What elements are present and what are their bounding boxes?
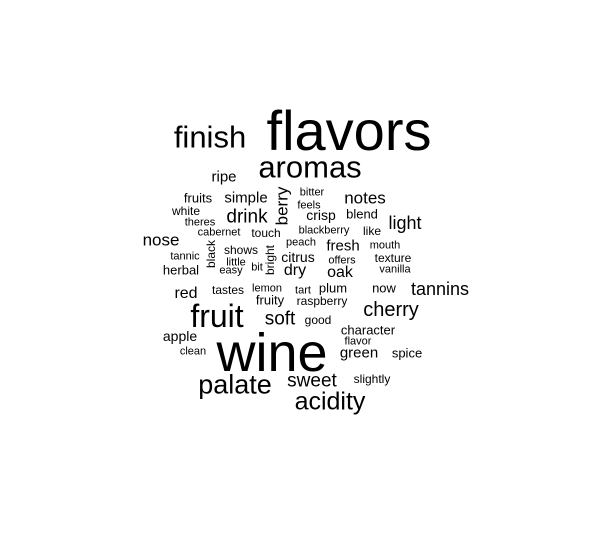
word-blend: blend — [346, 206, 378, 222]
word-tannins: tannins — [410, 279, 470, 299]
word-offers: offers — [328, 254, 356, 267]
word-flavors: flavors — [266, 99, 432, 162]
word-ripe: ripe — [211, 168, 237, 186]
word-acidity: acidity — [294, 387, 366, 416]
word-little: little — [226, 256, 246, 269]
word-fresh: fresh — [326, 237, 360, 255]
word-notes: notes — [344, 188, 386, 208]
word-bitter: bitter — [299, 186, 325, 199]
word-theres: theres — [184, 216, 216, 229]
word-cabernet: cabernet — [197, 226, 241, 239]
word-vanilla: vanilla — [379, 263, 411, 276]
word-tart: tart — [295, 284, 311, 297]
word-good: good — [304, 313, 332, 327]
word-dry: dry — [283, 262, 307, 279]
word-berry: berry — [272, 186, 292, 226]
word-apple: apple — [162, 328, 198, 344]
word-easy: easy — [219, 264, 243, 277]
word-aromas: aromas — [258, 149, 362, 185]
word-nose: nose — [142, 230, 180, 250]
word-citrus: citrus — [281, 249, 315, 265]
word-bright: bright — [263, 244, 277, 276]
word-plum: plum — [318, 280, 348, 296]
word-shows: shows — [223, 243, 259, 257]
word-peach: peach — [286, 236, 316, 249]
word-spice: spice — [391, 345, 423, 361]
word-texture: texture — [374, 251, 412, 265]
word-simple: simple — [224, 189, 268, 207]
word-feels: feels — [297, 199, 321, 212]
word-blackberry: blackberry — [298, 224, 350, 237]
word-white: white — [171, 204, 201, 218]
word-flavor: flavor — [344, 335, 372, 348]
word-fruits: fruits — [183, 190, 213, 206]
word-cherry: cherry — [363, 299, 419, 321]
word-clean: clean — [179, 345, 207, 358]
word-fruity: fruity — [255, 292, 285, 308]
word-red: red — [174, 285, 198, 302]
word-wine: wine — [216, 323, 328, 383]
word-tastes: tastes — [211, 283, 245, 297]
word-soft: soft — [264, 308, 296, 330]
word-palate: palate — [198, 369, 272, 400]
word-fruit: fruit — [190, 298, 244, 334]
word-light: light — [388, 213, 422, 233]
word-black: black — [204, 239, 218, 269]
word-touch: touch — [251, 226, 281, 240]
word-lemon: lemon — [252, 282, 282, 295]
word-like: like — [362, 224, 382, 238]
word-drink: drink — [226, 206, 268, 228]
word-finish: finish — [173, 119, 247, 155]
word-tannic: tannic — [170, 250, 200, 263]
word-green: green — [339, 344, 379, 362]
word-character: character — [340, 322, 396, 338]
word-raspberry: raspberry — [296, 294, 348, 308]
word-sweet: sweet — [287, 370, 337, 392]
word-slightly: slightly — [353, 372, 391, 386]
word-mouth: mouth — [369, 239, 401, 252]
word-now: now — [372, 280, 396, 296]
word-crisp: crisp — [306, 207, 336, 223]
word-oak: oak — [327, 264, 353, 281]
word-bit: bit — [251, 261, 263, 274]
word-herbal: herbal — [162, 262, 200, 278]
